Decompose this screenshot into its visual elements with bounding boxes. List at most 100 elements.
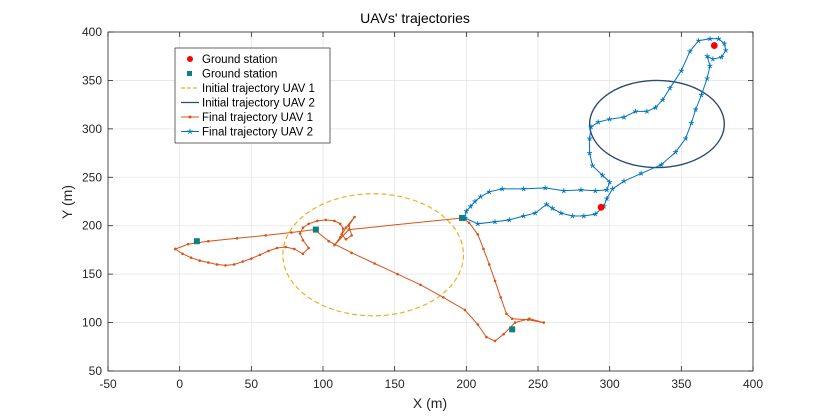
uav1-waypoint bbox=[419, 283, 422, 287]
uav1-waypoint bbox=[301, 238, 305, 242]
uav2-waypoint bbox=[621, 178, 627, 184]
uav2-waypoint bbox=[707, 63, 713, 69]
uav1-waypoint bbox=[284, 245, 288, 249]
uav1-waypoint bbox=[467, 221, 471, 225]
uav2-waypoint bbox=[521, 186, 527, 192]
uav2-waypoint bbox=[506, 217, 512, 223]
uav1-waypoint bbox=[275, 246, 279, 250]
legend-label-2: Initial trajectory UAV 1 bbox=[202, 83, 315, 95]
uav2-waypoint bbox=[658, 162, 664, 168]
y-tick-label: 400 bbox=[82, 25, 102, 39]
uav2-waypoint bbox=[704, 75, 710, 81]
uav2-waypoint bbox=[586, 135, 593, 141]
legend-box bbox=[174, 47, 331, 144]
legend-symbol-1 bbox=[187, 71, 192, 76]
uav1-waypoint bbox=[267, 249, 270, 253]
uav1-waypoint bbox=[189, 256, 193, 259]
uav2-waypoint bbox=[683, 135, 689, 141]
initial-trajectory-uav1 bbox=[282, 193, 465, 317]
uav2-waypoint bbox=[549, 205, 555, 211]
uav2-waypoint bbox=[687, 48, 693, 54]
ground-station-square bbox=[459, 214, 466, 221]
uav2-waypoint bbox=[468, 203, 474, 209]
uav2-waypoint bbox=[721, 41, 727, 46]
uav1-waypoint bbox=[258, 253, 262, 257]
uav1-waypoint bbox=[344, 226, 348, 229]
x-tick-label: 250 bbox=[528, 377, 548, 391]
uav1-waypoint bbox=[241, 260, 245, 263]
uav1-waypoint bbox=[347, 224, 351, 228]
axis-ticks: -50 0 50 100 150 200 250 300 350 400 50 100 150 200 25… bbox=[82, 25, 763, 391]
uav2-waypoint bbox=[599, 172, 606, 178]
uav2-waypoint bbox=[652, 104, 659, 110]
uav1-waypoint bbox=[207, 239, 210, 243]
uav2-waypoint bbox=[707, 36, 713, 42]
uav1-waypoint bbox=[463, 308, 467, 312]
uav1-waypoint bbox=[476, 323, 480, 326]
final-trajectory-uav1 bbox=[175, 216, 544, 342]
uav1-waypoint bbox=[250, 257, 253, 260]
uav2-waypoint bbox=[609, 186, 616, 192]
uav1-waypoint bbox=[505, 312, 508, 316]
legend: Ground station Ground station Initial traj… bbox=[174, 47, 331, 144]
uav2-waypoint bbox=[718, 54, 725, 60]
uav1-waypoint bbox=[344, 237, 348, 241]
uav2-waypoint bbox=[592, 211, 598, 217]
y-axis-label: Y (m) bbox=[59, 185, 75, 219]
uav1-waypoint bbox=[487, 263, 491, 266]
ground-station-square bbox=[312, 226, 319, 233]
uav2-waypoint bbox=[660, 97, 666, 103]
uav1-waypoint bbox=[396, 272, 399, 276]
uav1-waypoint bbox=[373, 262, 376, 265]
y-tick-label: 100 bbox=[82, 316, 102, 330]
uav2-waypoint bbox=[492, 219, 498, 225]
uav1-waypoint bbox=[298, 232, 302, 235]
uav1-waypoint bbox=[528, 317, 531, 320]
uav1-waypoint bbox=[347, 228, 351, 231]
uav1-waypoint bbox=[493, 339, 497, 343]
chart-title: UAVs' trajectories bbox=[360, 10, 470, 26]
x-tick-label: 400 bbox=[743, 377, 763, 391]
uav1-waypoint bbox=[174, 247, 177, 251]
x-tick-label: 350 bbox=[671, 377, 691, 391]
uav2-waypoint bbox=[595, 119, 601, 125]
uav1-waypoint bbox=[327, 239, 331, 243]
uav2-waypoint bbox=[695, 38, 702, 44]
uav1-waypoint bbox=[186, 242, 190, 246]
uav2-waypoint bbox=[667, 85, 673, 91]
y-tick-label: 300 bbox=[82, 122, 102, 136]
ground-station-square bbox=[509, 326, 516, 333]
uav1-waypoint bbox=[350, 251, 353, 255]
legend-label-3: Initial trajectory UAV 2 bbox=[202, 98, 315, 110]
uav1-waypoint bbox=[341, 227, 345, 230]
uav1-waypoint bbox=[198, 259, 202, 262]
uav2-waypoint bbox=[607, 179, 613, 185]
uav2-waypoint bbox=[678, 68, 684, 74]
plot-area-frame bbox=[107, 31, 754, 372]
uav1-waypoint bbox=[502, 332, 505, 336]
uav1-waypoint bbox=[293, 247, 296, 251]
uav1-waypoint bbox=[353, 215, 356, 219]
uav2-waypoint bbox=[499, 186, 505, 192]
uav1-waypoint bbox=[301, 226, 305, 229]
ground-station-circle bbox=[710, 42, 718, 49]
series bbox=[174, 36, 729, 343]
y-tick-label: 250 bbox=[82, 170, 102, 184]
ground-station-circle bbox=[597, 203, 605, 211]
uav2-waypoint bbox=[601, 203, 607, 209]
uav2-waypoint bbox=[588, 124, 594, 130]
uav1-waypoint bbox=[181, 252, 184, 256]
uav2-waypoint bbox=[472, 198, 478, 204]
uav2-waypoint bbox=[672, 149, 679, 155]
uav1-waypoint bbox=[493, 279, 497, 283]
x-axis-label: X (m) bbox=[413, 395, 447, 411]
uav2-waypoint bbox=[589, 163, 596, 169]
uav2-waypoint bbox=[644, 108, 650, 114]
series-2 bbox=[282, 193, 465, 317]
uav2-waypoint bbox=[558, 210, 564, 216]
uav1-waypoint bbox=[333, 219, 336, 223]
uav2-waypoint bbox=[638, 170, 644, 176]
uav1-waypoint bbox=[513, 321, 517, 324]
